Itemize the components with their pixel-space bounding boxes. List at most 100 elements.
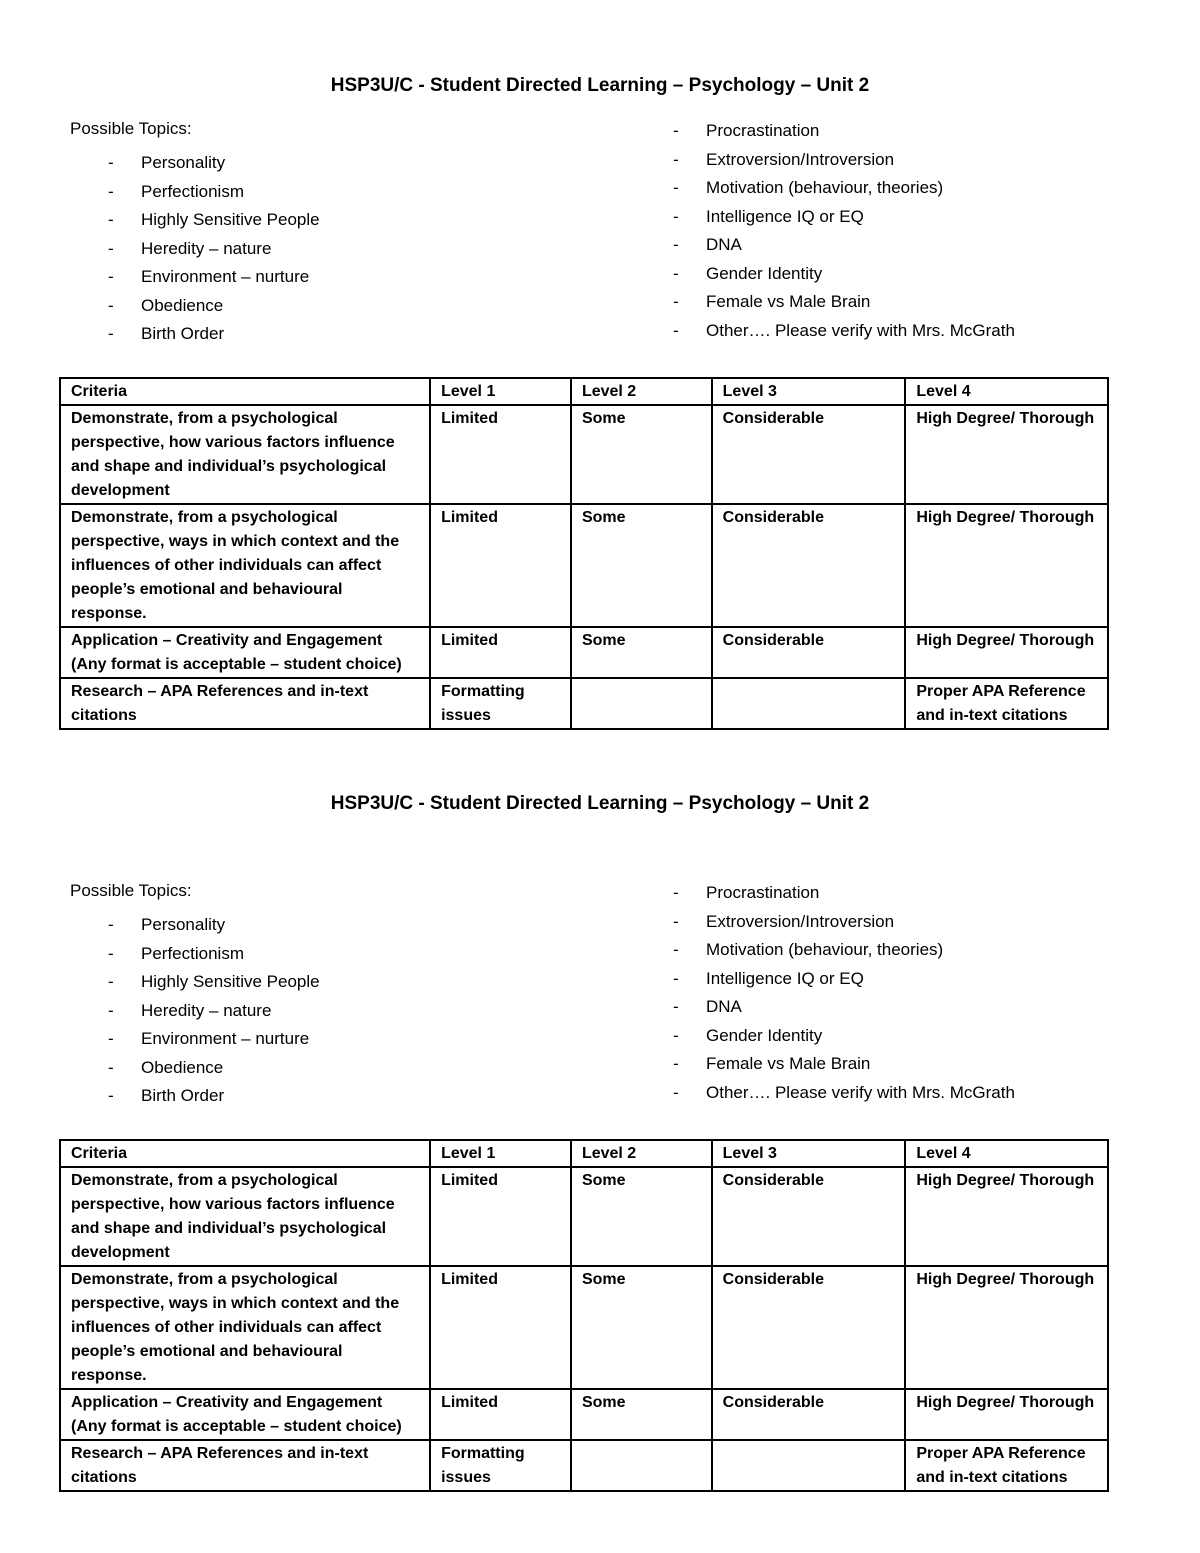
topics-list-right: - Procrastination - Extroversion/Introversi…: [673, 117, 1015, 345]
bullet-dash: -: [673, 206, 679, 226]
topic-text: Female vs Male Brain: [706, 292, 871, 311]
bullet-dash: -: [108, 1000, 114, 1020]
topic-text: DNA: [706, 997, 742, 1016]
bullet-dash: -: [673, 968, 679, 988]
topic-text: Obedience: [141, 295, 224, 315]
level-cell: Limited: [429, 1166, 572, 1267]
level-cell: [710, 1439, 907, 1492]
column-header: Level 1: [429, 377, 572, 406]
column-header: Level 2: [569, 1139, 713, 1168]
topic-text: Other…. Please verify with Mrs. McGrath: [706, 320, 1015, 340]
level-cell: High Degree/ Thorough: [904, 1166, 1109, 1267]
topic-text: Motivation (behaviour, theories): [706, 178, 944, 197]
level-cell: Limited: [429, 626, 572, 679]
page-title: HSP3U/C - Student Directed Learning – Ps…: [330, 793, 870, 814]
topic-text: Heredity – nature: [141, 1000, 272, 1020]
topic-text: Motivation (behaviour, theories): [706, 940, 944, 959]
column-header: Level 3: [710, 1139, 907, 1168]
list-item: - Intelligence IQ or EQ: [673, 203, 1015, 232]
level-cell: Some: [569, 1166, 713, 1267]
list-item: - Motivation (behaviour, theories): [673, 174, 1015, 203]
bullet-dash: -: [108, 295, 114, 315]
list-item: - Gender Identity: [673, 1022, 1015, 1051]
table-row: Research – APA References and in-text ci…: [58, 1439, 1109, 1492]
topic-text: Environment – nurture: [141, 1029, 310, 1048]
list-item: - Obedience: [108, 1054, 320, 1083]
rubric-table: Criteria Level 1 Level 2 Level 3 Level 4 Demo…: [58, 377, 1109, 730]
list-item: - Personality: [108, 149, 320, 178]
list-item: - Perfectionism: [108, 178, 320, 207]
column-header: Level 3: [710, 377, 907, 406]
table-row: Application – Creativity and Engagement …: [58, 1388, 1109, 1441]
bullet-dash: -: [108, 210, 114, 229]
bullet-dash: -: [673, 1025, 679, 1045]
topic-text: Personality: [141, 153, 226, 172]
level-cell: [710, 677, 907, 730]
topic-text: Highly Sensitive People: [141, 972, 320, 991]
criteria-cell: Research – APA References and in-text ci…: [58, 677, 432, 730]
bullet-dash: -: [673, 263, 679, 283]
list-item: - Gender Identity: [673, 260, 1015, 289]
list-item: - Other…. Please verify with Mrs. McGrath: [673, 317, 1015, 346]
level-cell: Some: [569, 626, 713, 679]
list-item: - Heredity – nature: [108, 235, 320, 264]
list-item: - Other…. Please verify with Mrs. McGrath: [673, 1079, 1015, 1108]
level-cell: High Degree/ Thorough: [904, 1388, 1109, 1441]
list-item: - Birth Order: [108, 1082, 320, 1111]
rubric-table: Criteria Level 1 Level 2 Level 3 Level 4 Demo…: [58, 1139, 1109, 1492]
level-cell: [569, 677, 713, 730]
bullet-dash: -: [673, 997, 679, 1016]
list-item: - Female vs Male Brain: [673, 1050, 1015, 1079]
level-cell: Some: [569, 404, 713, 505]
topic-text: Female vs Male Brain: [706, 1054, 871, 1073]
list-item: - Environment – nurture: [108, 1025, 320, 1054]
list-item: - Female vs Male Brain: [673, 288, 1015, 317]
level-cell: Considerable: [710, 503, 907, 628]
table-row: Demonstrate, from a psychological perspe…: [58, 404, 1109, 505]
topic-text: Gender Identity: [706, 263, 823, 283]
table-row: Demonstrate, from a psychological perspe…: [58, 1166, 1109, 1267]
criteria-cell: Research – APA References and in-text ci…: [58, 1439, 432, 1492]
page-title: HSP3U/C - Student Directed Learning – Ps…: [330, 75, 870, 96]
topics-list-left: - Personality - Perfectionism - Highly Sensit…: [108, 149, 320, 349]
topic-text: Procrastination: [706, 121, 820, 140]
level-cell: Considerable: [710, 1388, 907, 1441]
topic-text: Obedience: [141, 1057, 224, 1077]
column-header: Criteria: [58, 377, 432, 406]
level-cell: [569, 1439, 713, 1492]
criteria-cell: Application – Creativity and Engagement …: [58, 626, 432, 679]
table-row: Application – Creativity and Engagement …: [58, 626, 1109, 679]
topic-text: Birth Order: [141, 1086, 225, 1105]
column-header: Level 4: [904, 377, 1109, 406]
list-item: - Highly Sensitive People: [108, 968, 320, 997]
list-item: - Procrastination: [673, 117, 1015, 146]
list-item: - Extroversion/Introversion: [673, 908, 1015, 937]
level-cell: High Degree/ Thorough: [904, 404, 1109, 505]
bullet-dash: -: [108, 1029, 114, 1048]
bullet-dash: -: [673, 1082, 679, 1102]
bullet-dash: -: [673, 940, 679, 959]
bullet-dash: -: [673, 292, 679, 311]
topic-text: Heredity – nature: [141, 238, 272, 258]
criteria-cell: Demonstrate, from a psychological perspe…: [58, 404, 432, 505]
list-item: - Highly Sensitive People: [108, 206, 320, 235]
level-cell: Limited: [429, 503, 572, 628]
level-cell: Proper APA Reference and in-text citatio…: [904, 677, 1109, 730]
topic-text: Intelligence IQ or EQ: [706, 206, 864, 226]
bullet-dash: -: [673, 149, 679, 169]
list-item: - Motivation (behaviour, theories): [673, 936, 1015, 965]
list-item: - Intelligence IQ or EQ: [673, 965, 1015, 994]
bullet-dash: -: [673, 121, 679, 140]
bullet-dash: -: [108, 238, 114, 258]
list-item: - DNA: [673, 993, 1015, 1022]
bullet-dash: -: [108, 267, 114, 286]
level-cell: Considerable: [710, 1265, 907, 1390]
level-cell: Considerable: [710, 626, 907, 679]
level-cell: Some: [569, 1265, 713, 1390]
bullet-dash: -: [108, 181, 114, 201]
topic-text: Intelligence IQ or EQ: [706, 968, 864, 988]
topic-text: Birth Order: [141, 324, 225, 343]
topic-text: Environment – nurture: [141, 267, 310, 286]
column-header: Level 2: [569, 377, 713, 406]
level-cell: Formatting issues: [429, 1439, 572, 1492]
